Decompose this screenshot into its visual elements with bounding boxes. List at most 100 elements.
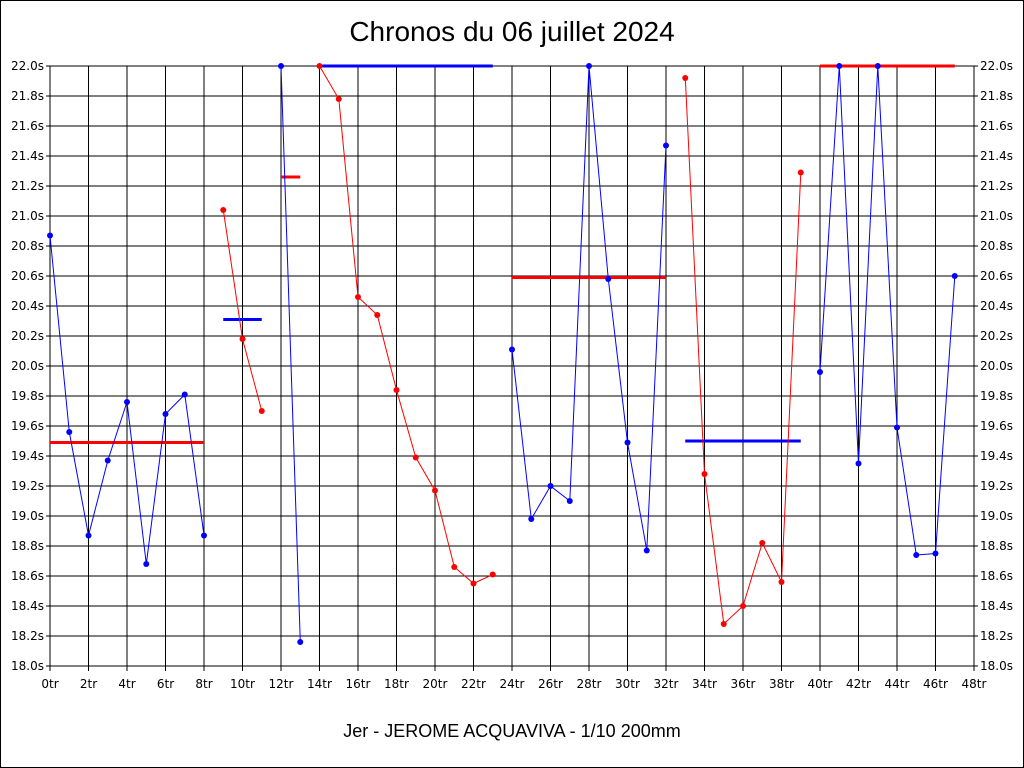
x-tick-label: 46tr — [923, 677, 948, 691]
y-tick-label-left: 20.6s — [11, 269, 44, 283]
data-point — [566, 498, 573, 504]
data-point — [797, 169, 804, 176]
y-tick-label-right: 20.8s — [980, 239, 1013, 253]
x-tick-label: 6tr — [157, 677, 174, 691]
data-point — [316, 63, 323, 69]
x-tick-label: 40tr — [808, 677, 833, 691]
y-tick-label-right: 20.4s — [980, 299, 1013, 313]
data-point — [143, 561, 150, 567]
y-tick-label-right: 19.4s — [980, 449, 1013, 463]
y-tick-label-right: 20.2s — [980, 329, 1013, 343]
y-tick-label-left: 19.6s — [11, 419, 44, 433]
x-tick-label: 0tr — [41, 677, 58, 691]
data-point — [335, 96, 342, 102]
y-tick-label-left: 18.4s — [11, 599, 44, 613]
data-point — [547, 483, 554, 489]
x-tick-label: 28tr — [577, 677, 602, 691]
y-tick-label-right: 21.6s — [980, 119, 1013, 133]
x-tick-label: 36tr — [731, 677, 756, 691]
data-point — [817, 369, 823, 375]
data-point — [220, 207, 227, 213]
y-tick-label-right: 20.6s — [980, 269, 1013, 283]
data-point — [932, 550, 939, 557]
chart-title: Chronos du 06 juillet 2024 — [349, 16, 675, 47]
y-tick-label-right: 19.6s — [980, 419, 1013, 433]
data-point — [297, 639, 304, 645]
y-tick-label-left: 20.0s — [11, 359, 44, 373]
data-point — [682, 75, 689, 81]
series-line — [319, 65, 494, 585]
y-tick-label-right: 22.0s — [980, 59, 1013, 73]
data-point — [643, 547, 650, 554]
data-point — [258, 408, 265, 414]
y-tick-label-left: 20.8s — [11, 239, 44, 253]
data-point — [393, 387, 400, 393]
y-tick-label-right: 18.4s — [980, 599, 1013, 613]
data-point — [489, 571, 496, 578]
data-point — [759, 540, 766, 546]
y-tick-label-right: 18.2s — [980, 629, 1013, 643]
x-tick-label: 26tr — [538, 677, 563, 691]
data-point — [47, 232, 53, 239]
series-line — [280, 65, 301, 643]
data-point — [663, 142, 669, 149]
data-point — [432, 487, 438, 494]
y-tick-label-left: 21.2s — [11, 179, 44, 193]
y-tick-label-right: 18.0s — [980, 659, 1013, 673]
data-point — [201, 532, 207, 539]
data-point — [355, 294, 361, 300]
y-tick-label-right: 18.8s — [980, 539, 1013, 553]
x-tick-label: 32tr — [654, 677, 679, 691]
data-point — [836, 63, 843, 69]
y-tick-label-left: 21.0s — [11, 209, 44, 223]
x-tick-label: 18tr — [384, 677, 409, 691]
x-tick-label: 42tr — [846, 677, 871, 691]
data-point — [586, 63, 592, 69]
y-tick-label-left: 19.4s — [11, 449, 44, 463]
data-point — [874, 63, 881, 69]
y-tick-label-left: 18.8s — [11, 539, 44, 553]
y-tick-label-left: 18.2s — [11, 629, 44, 643]
x-tick-label: 20tr — [423, 677, 448, 691]
data-point — [778, 579, 785, 585]
data-point — [412, 454, 419, 461]
y-tick-label-left: 21.8s — [11, 89, 44, 103]
data-point — [720, 621, 727, 627]
x-tick-label: 16tr — [346, 677, 371, 691]
y-tick-label-right: 21.2s — [980, 179, 1013, 193]
data-point — [740, 603, 746, 609]
data-point — [181, 391, 188, 398]
data-point — [894, 424, 900, 431]
data-point — [85, 532, 92, 539]
data-point — [509, 346, 515, 353]
y-tick-label-left: 19.8s — [11, 389, 44, 403]
x-tick-label: 34tr — [692, 677, 717, 691]
data-point — [701, 471, 708, 477]
y-tick-label-left: 18.0s — [11, 659, 44, 673]
y-tick-label-left: 22.0s — [11, 59, 44, 73]
chart-footer: Jer - JEROME ACQUAVIVA - 1/10 200mm — [343, 721, 681, 741]
y-tick-label-right: 21.4s — [980, 149, 1013, 163]
y-tick-label-left: 20.2s — [11, 329, 44, 343]
x-tick-label: 2tr — [80, 677, 97, 691]
x-tick-label: 24tr — [500, 677, 525, 691]
y-tick-label-left: 21.4s — [11, 149, 44, 163]
data-point — [470, 580, 477, 587]
y-tick-label-right: 19.2s — [980, 479, 1013, 493]
x-tick-label: 44tr — [885, 677, 910, 691]
x-tick-label: 22tr — [461, 677, 486, 691]
series-line — [819, 65, 956, 556]
x-tick-label: 12tr — [269, 677, 294, 691]
x-tick-label: 4tr — [118, 677, 135, 691]
y-tick-label-right: 18.6s — [980, 569, 1013, 583]
x-tick-label: 14tr — [307, 677, 332, 691]
data-point — [124, 399, 130, 405]
data-point — [913, 552, 920, 558]
y-tick-label-left: 19.2s — [11, 479, 44, 493]
data-point — [162, 411, 169, 417]
y-tick-label-left: 21.6s — [11, 119, 44, 133]
x-tick-label: 30tr — [615, 677, 640, 691]
data-point — [451, 564, 458, 570]
data-point — [239, 336, 246, 342]
